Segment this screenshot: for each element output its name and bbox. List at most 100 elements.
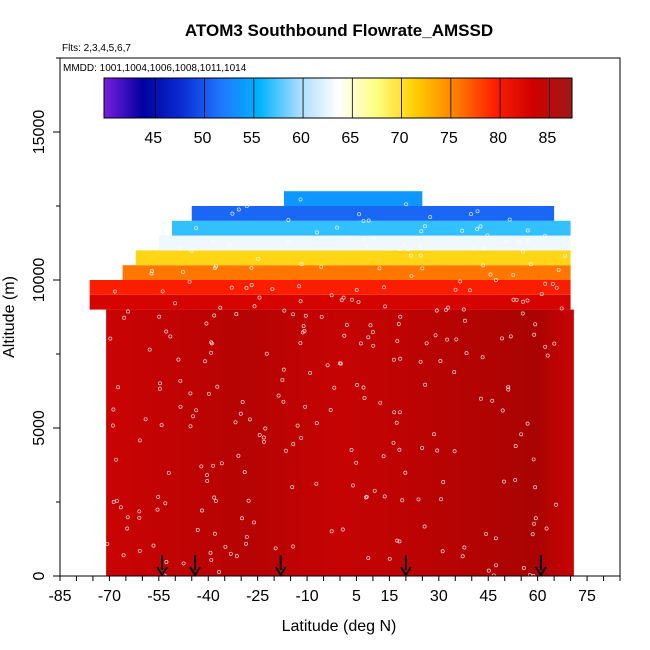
observation-point [403,470,408,475]
observation-point [397,247,402,251]
observation-point [164,560,169,564]
heatmap-layer [172,220,571,236]
x-axis: -85 -70 -55 -40 -25 -10 5 15 30 45 60 75 [48,576,621,605]
observation-point [402,242,407,247]
observation-point [418,359,423,364]
dates-label: MMDD: 1001,1004,1006,1008,1011,1014 [63,63,247,74]
observation-point [362,396,367,400]
observation-point [372,236,377,241]
observation-point [416,497,421,502]
observation-point [556,268,561,272]
observation-point [461,307,466,312]
observation-point [530,532,535,537]
observation-point [532,521,536,526]
observation-point [433,333,438,338]
observation-point [155,507,160,512]
observation-point [460,554,465,559]
heatmap-layer [191,206,555,221]
observation-point [200,508,204,513]
observation-point [319,314,324,319]
observation-point [229,285,234,290]
heatmap-layer [158,235,571,251]
observation-point [223,544,228,549]
observation-point [525,298,530,303]
observation-point [157,314,162,319]
observation-point [396,322,401,326]
observation-point [158,381,162,386]
observation-point [263,426,268,431]
colorbar-tick-label: 50 [194,130,212,147]
observation-point [212,313,217,318]
observation-point [438,359,443,363]
observation-point [246,498,251,503]
observation-point [494,563,499,568]
observation-point [378,400,383,405]
observation-point [350,297,354,302]
observation-point [395,339,400,344]
observation-point [423,382,428,387]
observation-point [163,501,168,506]
observation-point [400,498,405,503]
observation-point [475,227,480,232]
x-tick-label: -10 [295,588,318,605]
observation-point [281,367,286,372]
observation-point [554,285,559,290]
observation-point [364,243,369,248]
observation-point [467,288,472,293]
observation-point [517,238,522,243]
observation-point [301,324,306,329]
observation-point [521,566,526,570]
observation-point [319,264,324,269]
observation-point [188,424,193,429]
observation-point [194,226,199,231]
heatmap-field [89,191,574,576]
observation-point [194,408,199,413]
observation-point [178,378,183,383]
observation-point [168,334,173,339]
observation-point [283,448,288,453]
observation-point [554,502,558,507]
colorbar-tick-label: 80 [489,130,507,147]
observation-point [110,423,115,428]
observation-point [340,527,345,532]
observation-point [299,435,304,440]
observation-point [408,253,413,258]
observation-point [533,485,538,490]
colorbar-tick-label: 65 [341,130,359,147]
x-tick-label: 30 [430,588,448,605]
observation-point [441,480,446,484]
y-tick-label: 10000 [31,258,48,303]
heatmap-layer [89,294,571,310]
observation-point [485,233,490,238]
observation-point [242,470,247,475]
observation-point [506,385,511,390]
chart-title: ATOM3 Southbound Flowrate_AMSSD [185,21,493,40]
observation-point [420,266,425,271]
observation-point [111,499,116,504]
observation-point [382,285,386,290]
observation-point [527,572,532,577]
profile-marker-arrow [189,555,201,577]
observation-point [332,385,337,390]
y-axis-label: Altitude (m) [1,276,18,358]
observation-point [303,404,308,409]
colorbar-tick-label: 55 [243,130,261,147]
observation-point [105,541,110,546]
x-tick-label: 45 [479,588,497,605]
observation-point [143,417,148,422]
observation-point [513,444,518,449]
x-tick-label: 5 [352,588,361,605]
observation-point [502,479,506,484]
observation-point [206,391,211,396]
observation-point [176,357,181,362]
observation-point [463,318,467,323]
observation-point [478,224,483,229]
observation-point [452,370,457,375]
observation-point [308,371,313,375]
observation-point [228,551,233,556]
observation-point [356,299,361,304]
observation-point [533,516,538,521]
observation-point [177,246,181,251]
observation-point [525,421,530,426]
observation-point [559,306,564,311]
